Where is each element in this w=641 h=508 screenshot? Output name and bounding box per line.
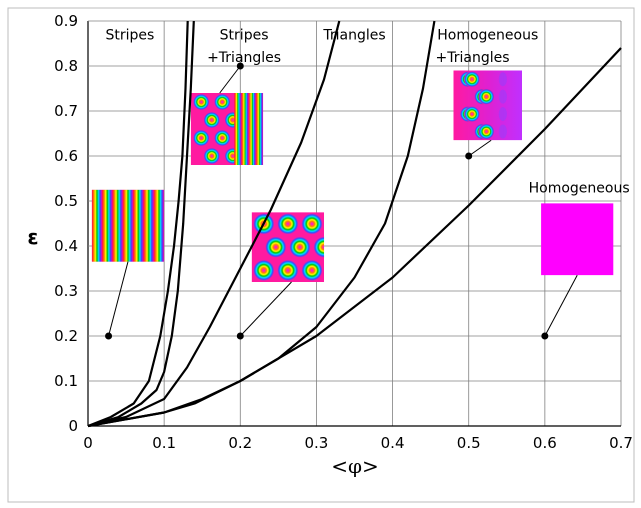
region-label: +Triangles [436,50,510,66]
y-axis-label: ε [27,225,38,249]
triangle-spot [277,259,299,281]
triangle-spot [253,259,275,281]
tick-labels: 0 0.1 0.2 0.3 0.4 0.5 0.6 0.7 0 0.1 0.2 0.3 0.4 0.5 0.… [54,12,633,452]
faded-spot [498,107,507,122]
boundary-line [87,20,341,428]
x-tick-label: 0.6 [533,434,557,452]
stripe [143,189,154,262]
x-tick-label: 0.3 [304,434,328,452]
y-tick-label: 0.5 [54,192,78,210]
region-label: Triangles [322,28,385,44]
pattern-insets [91,70,614,282]
y-tick-label: 0.9 [54,12,78,30]
triangle-spot [301,259,323,281]
faded-spot [498,124,507,139]
faded-spot [498,72,507,87]
stripe [133,189,144,262]
x-tick-label: 0.5 [457,434,481,452]
leader-line [544,275,578,337]
triangle-spot [214,93,231,111]
region-label: Stripes [105,28,154,44]
triangle-spot [313,236,325,258]
inset-content [251,212,325,282]
stripe [112,189,123,262]
series-lines [87,20,622,428]
leader-line [108,261,129,337]
y-tick-label: 0.1 [54,372,78,390]
annotation-point [541,332,549,340]
triangle-spot [203,147,220,165]
annotation-point [465,152,473,160]
chart-border [7,7,635,503]
inset-homogeneous [541,203,614,276]
leader-line [239,281,292,337]
triangle-spot [193,93,210,111]
triangle-spot [301,213,323,235]
region-label: Stripes [220,28,269,44]
annotation-leaders [105,62,578,340]
triangle-spot [478,88,495,105]
triangle-spot [289,236,311,258]
stripe [241,93,249,165]
region-label: Homogeneous [529,181,630,197]
leader-line [468,139,492,157]
y-tick-label: 0.3 [54,282,78,300]
y-tick-label: 0 [68,417,78,435]
inset-stripes [91,189,165,262]
y-tick-label: 0.7 [54,102,78,120]
triangle-spot [265,236,287,258]
triangle-spot [214,129,231,147]
stripe [91,189,103,262]
region-labels: Stripes Stripes +Triangles Triangles Homogen… [105,28,629,197]
leader-line [219,65,241,94]
x-tick-label: 0.1 [152,434,176,452]
inset-content [541,203,614,276]
boundary-line [87,47,622,428]
inset-content [190,93,264,165]
x-tick-label: 0 [83,434,93,452]
inset-homogeneous-triangles [453,70,523,141]
x-tick-label: 0.2 [228,434,252,452]
stripe [153,189,165,262]
stripe [122,189,134,262]
region-label: +Triangles [207,50,281,66]
triangle-spot [464,71,480,88]
y-tick-label: 0.6 [54,147,78,165]
inset-content [453,70,523,141]
inset-content [91,189,165,262]
y-tick-label: 0.2 [54,327,78,345]
annotation-point [236,62,244,70]
triangle-spot [277,213,299,235]
x-axis-label: <φ> [331,454,379,478]
stripe [102,189,113,262]
triangle-spot [193,129,210,147]
x-tick-label: 0.4 [381,434,405,452]
triangle-spot [203,111,220,129]
boundary-line [87,20,189,428]
stripe [248,93,256,165]
inset-triangles [190,93,264,165]
stripe [255,93,264,165]
annotation-point [236,332,244,340]
faded-spot [498,89,507,104]
boundary-line [87,20,195,428]
boundary-line [87,20,436,428]
y-tick-label: 0.8 [54,57,78,75]
inset-stripes-triangles [251,212,325,282]
stripe [234,93,242,165]
triangle-spot [478,123,495,140]
inset-background [541,203,614,276]
region-label: Homogeneous [437,28,538,44]
y-tick-label: 0.4 [54,237,78,255]
annotation-point [105,332,113,340]
x-tick-label: 0.7 [609,434,633,452]
triangle-spot [464,106,480,122]
